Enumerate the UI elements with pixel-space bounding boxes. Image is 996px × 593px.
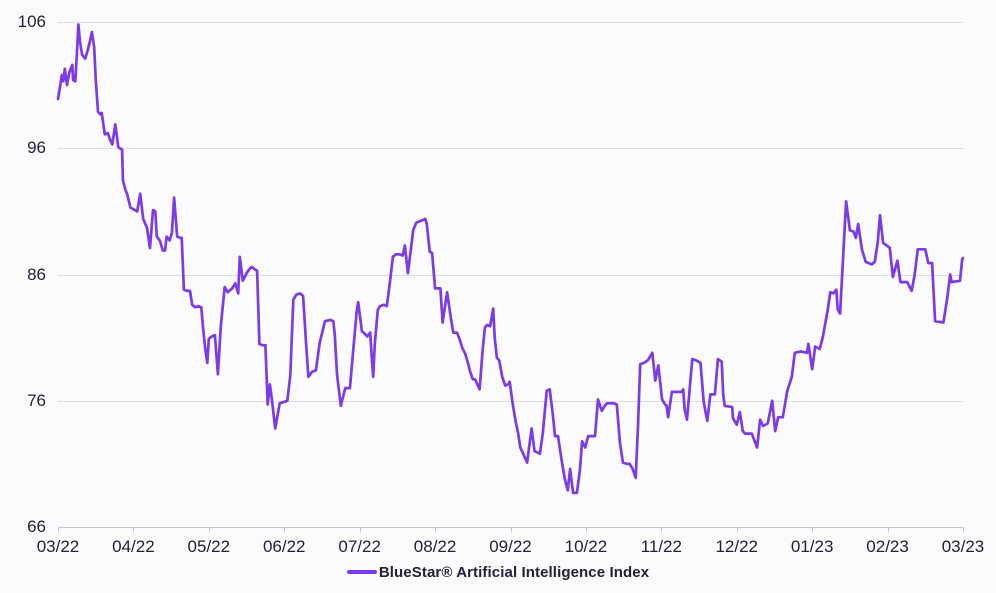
x-tick-label-06-22: 06/22 [262, 536, 306, 556]
x-tick-label-02-23: 02/23 [866, 536, 909, 556]
legend: BlueStar® Artificial Intelligence Index [0, 561, 996, 583]
y-tick-label-86: 86 [27, 264, 46, 284]
x-tick-label-10-22: 10/22 [564, 536, 608, 556]
x-tick-label-09-22: 09/22 [489, 536, 532, 556]
x-tick-label-03-23: 03/23 [941, 536, 985, 556]
x-tick-label-12-22: 12/22 [715, 536, 759, 556]
x-tick-label-03-22: 03/22 [36, 536, 80, 556]
x-tick-label-05-22: 05/22 [187, 536, 231, 556]
y-tick-label-66: 66 [27, 517, 46, 536]
x-tick-label-04-22: 04/22 [112, 536, 155, 556]
x-tick-label-08-22: 08/22 [413, 536, 457, 556]
legend-label: BlueStar® Artificial Intelligence Index [378, 563, 650, 581]
x-tick-label-01-23: 01/23 [790, 536, 834, 556]
series-line-bluestar-ai-index [56, 23, 965, 495]
y-tick-label-96: 96 [27, 138, 46, 158]
x-tick-label-11-22: 11/22 [640, 536, 682, 556]
y-tick-label-76: 76 [27, 390, 46, 410]
x-tick-label-07-22: 07/22 [338, 536, 381, 556]
y-tick-label-106: 106 [17, 12, 46, 31]
legend-line-swatch [346, 569, 377, 575]
